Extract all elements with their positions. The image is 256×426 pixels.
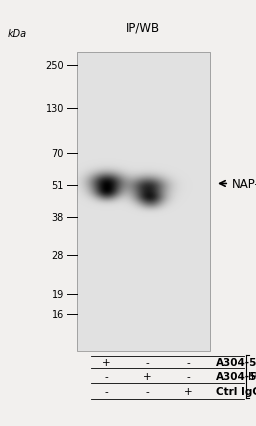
- Text: 130: 130: [46, 104, 64, 114]
- Text: -: -: [186, 371, 190, 381]
- Text: -: -: [104, 371, 108, 381]
- Text: 38: 38: [52, 212, 64, 222]
- Text: 28: 28: [52, 250, 64, 261]
- Text: IP: IP: [248, 371, 256, 382]
- Bar: [77, 53, 210, 351]
- Text: +: +: [102, 357, 111, 367]
- Text: A304-579A: A304-579A: [216, 371, 256, 381]
- Text: 70: 70: [52, 148, 64, 158]
- Text: 16: 16: [52, 309, 64, 320]
- Text: Ctrl IgG: Ctrl IgG: [216, 386, 256, 396]
- Text: A304-578A: A304-578A: [216, 357, 256, 367]
- Text: -: -: [186, 357, 190, 367]
- Text: kDa: kDa: [8, 29, 27, 39]
- Text: -: -: [145, 357, 149, 367]
- Text: 250: 250: [45, 61, 64, 71]
- Text: IP/WB: IP/WB: [126, 21, 161, 34]
- Text: +: +: [143, 371, 152, 381]
- Text: 51: 51: [52, 180, 64, 190]
- Text: 19: 19: [52, 289, 64, 299]
- Text: +: +: [184, 386, 193, 396]
- Text: NAP-2: NAP-2: [232, 178, 256, 190]
- Text: -: -: [104, 386, 108, 396]
- Text: -: -: [145, 386, 149, 396]
